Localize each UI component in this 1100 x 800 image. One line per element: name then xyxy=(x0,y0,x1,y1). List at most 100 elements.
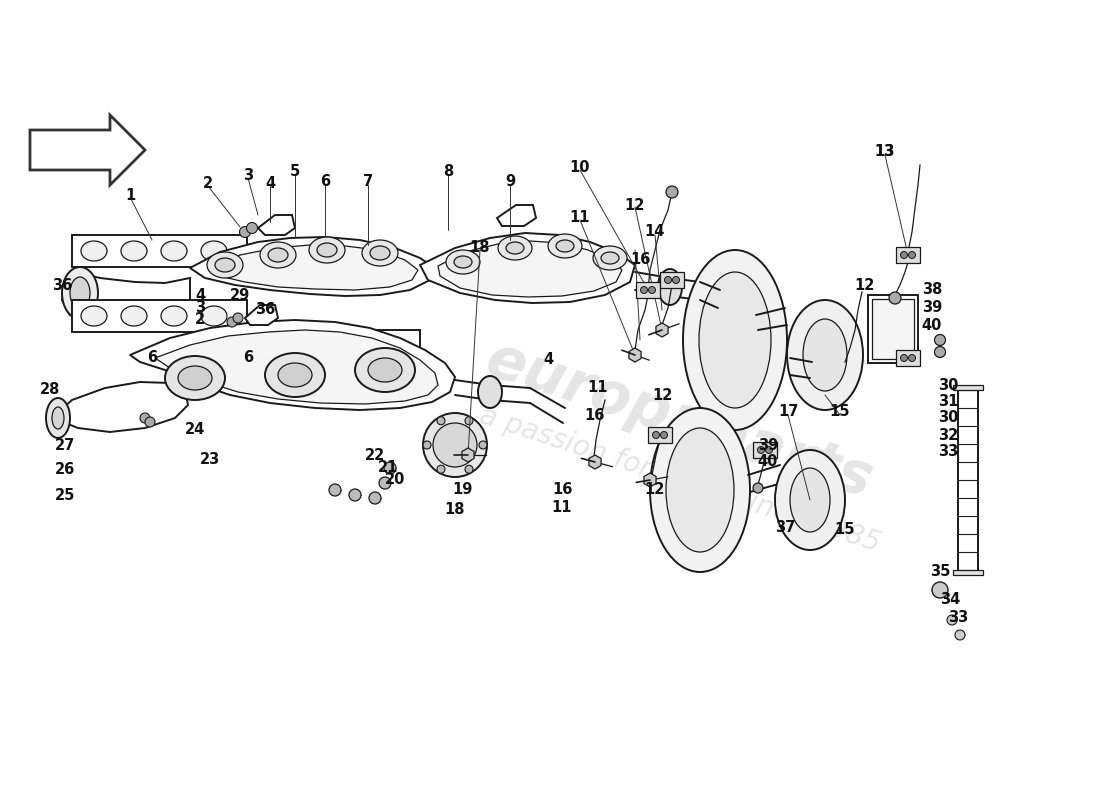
Text: 40: 40 xyxy=(922,318,943,333)
Text: 28: 28 xyxy=(40,382,60,398)
Text: 31: 31 xyxy=(938,394,958,410)
Text: 24: 24 xyxy=(185,422,205,438)
Ellipse shape xyxy=(803,319,847,391)
Text: 7: 7 xyxy=(363,174,373,190)
Text: 12: 12 xyxy=(645,482,665,498)
Ellipse shape xyxy=(268,248,288,262)
Ellipse shape xyxy=(70,277,90,309)
Text: 11: 11 xyxy=(570,210,591,226)
Ellipse shape xyxy=(424,441,431,449)
Ellipse shape xyxy=(270,336,292,354)
Text: 12: 12 xyxy=(652,387,673,402)
Bar xyxy=(953,570,983,575)
Ellipse shape xyxy=(437,466,446,474)
Ellipse shape xyxy=(660,431,668,438)
Text: 6: 6 xyxy=(320,174,330,190)
Polygon shape xyxy=(656,323,668,337)
Polygon shape xyxy=(629,348,641,362)
Ellipse shape xyxy=(454,256,472,268)
Ellipse shape xyxy=(935,334,946,346)
Bar xyxy=(660,272,684,288)
Ellipse shape xyxy=(766,446,772,454)
Polygon shape xyxy=(438,241,622,297)
Ellipse shape xyxy=(145,417,155,427)
Text: 11: 11 xyxy=(587,381,608,395)
Ellipse shape xyxy=(424,413,487,477)
Polygon shape xyxy=(644,473,656,487)
Ellipse shape xyxy=(240,226,251,238)
Ellipse shape xyxy=(640,286,648,294)
Polygon shape xyxy=(130,320,455,410)
Text: 12: 12 xyxy=(855,278,876,293)
Ellipse shape xyxy=(201,241,227,261)
Text: 15: 15 xyxy=(829,405,850,419)
Ellipse shape xyxy=(233,313,243,323)
Ellipse shape xyxy=(909,354,915,362)
Ellipse shape xyxy=(317,243,337,257)
Ellipse shape xyxy=(121,306,147,326)
Text: 21: 21 xyxy=(377,461,398,475)
Text: 5: 5 xyxy=(290,165,300,179)
Polygon shape xyxy=(30,115,145,185)
Polygon shape xyxy=(462,448,474,462)
Ellipse shape xyxy=(384,462,396,474)
Text: 38: 38 xyxy=(922,282,943,298)
Text: 4: 4 xyxy=(265,175,275,190)
Ellipse shape xyxy=(207,252,243,278)
Ellipse shape xyxy=(227,317,236,327)
Ellipse shape xyxy=(790,468,830,532)
Text: 29: 29 xyxy=(230,287,250,302)
Text: a passion for parts since 1985: a passion for parts since 1985 xyxy=(476,402,884,558)
Bar xyxy=(72,235,248,267)
Ellipse shape xyxy=(932,582,948,598)
Polygon shape xyxy=(210,245,418,290)
Text: 4: 4 xyxy=(195,287,205,302)
Ellipse shape xyxy=(379,477,390,489)
Ellipse shape xyxy=(349,489,361,501)
Text: 18: 18 xyxy=(444,502,465,518)
Ellipse shape xyxy=(368,358,402,382)
Text: 9: 9 xyxy=(505,174,515,190)
Bar xyxy=(260,330,420,360)
Ellipse shape xyxy=(433,423,477,467)
Text: 35: 35 xyxy=(930,565,950,579)
Polygon shape xyxy=(155,330,438,404)
Ellipse shape xyxy=(664,277,671,283)
Ellipse shape xyxy=(548,234,582,258)
Ellipse shape xyxy=(889,292,901,304)
Text: 36: 36 xyxy=(255,302,275,318)
Text: 2: 2 xyxy=(195,313,205,327)
Polygon shape xyxy=(420,233,635,303)
Ellipse shape xyxy=(355,348,415,392)
Text: 20: 20 xyxy=(385,473,405,487)
Ellipse shape xyxy=(698,272,771,408)
Ellipse shape xyxy=(955,630,965,640)
Text: 19: 19 xyxy=(452,482,472,498)
Text: 39: 39 xyxy=(922,301,942,315)
Ellipse shape xyxy=(140,413,150,423)
Polygon shape xyxy=(62,272,190,325)
Text: 17: 17 xyxy=(778,405,799,419)
Ellipse shape xyxy=(121,241,147,261)
Text: 26: 26 xyxy=(55,462,75,478)
Text: 4: 4 xyxy=(543,353,553,367)
Ellipse shape xyxy=(81,306,107,326)
Ellipse shape xyxy=(947,615,957,625)
Ellipse shape xyxy=(370,246,390,260)
Text: 15: 15 xyxy=(835,522,856,538)
Text: 30: 30 xyxy=(938,378,958,393)
Ellipse shape xyxy=(601,252,619,264)
Ellipse shape xyxy=(649,286,656,294)
Bar xyxy=(896,350,920,366)
Ellipse shape xyxy=(368,492,381,504)
Bar xyxy=(72,300,248,332)
Text: 22: 22 xyxy=(365,447,385,462)
Text: 13: 13 xyxy=(874,145,895,159)
Ellipse shape xyxy=(465,466,473,474)
Ellipse shape xyxy=(201,306,227,326)
Text: 14: 14 xyxy=(645,225,665,239)
Bar xyxy=(868,295,918,363)
Ellipse shape xyxy=(506,242,524,254)
Ellipse shape xyxy=(305,336,327,354)
Ellipse shape xyxy=(593,246,627,270)
